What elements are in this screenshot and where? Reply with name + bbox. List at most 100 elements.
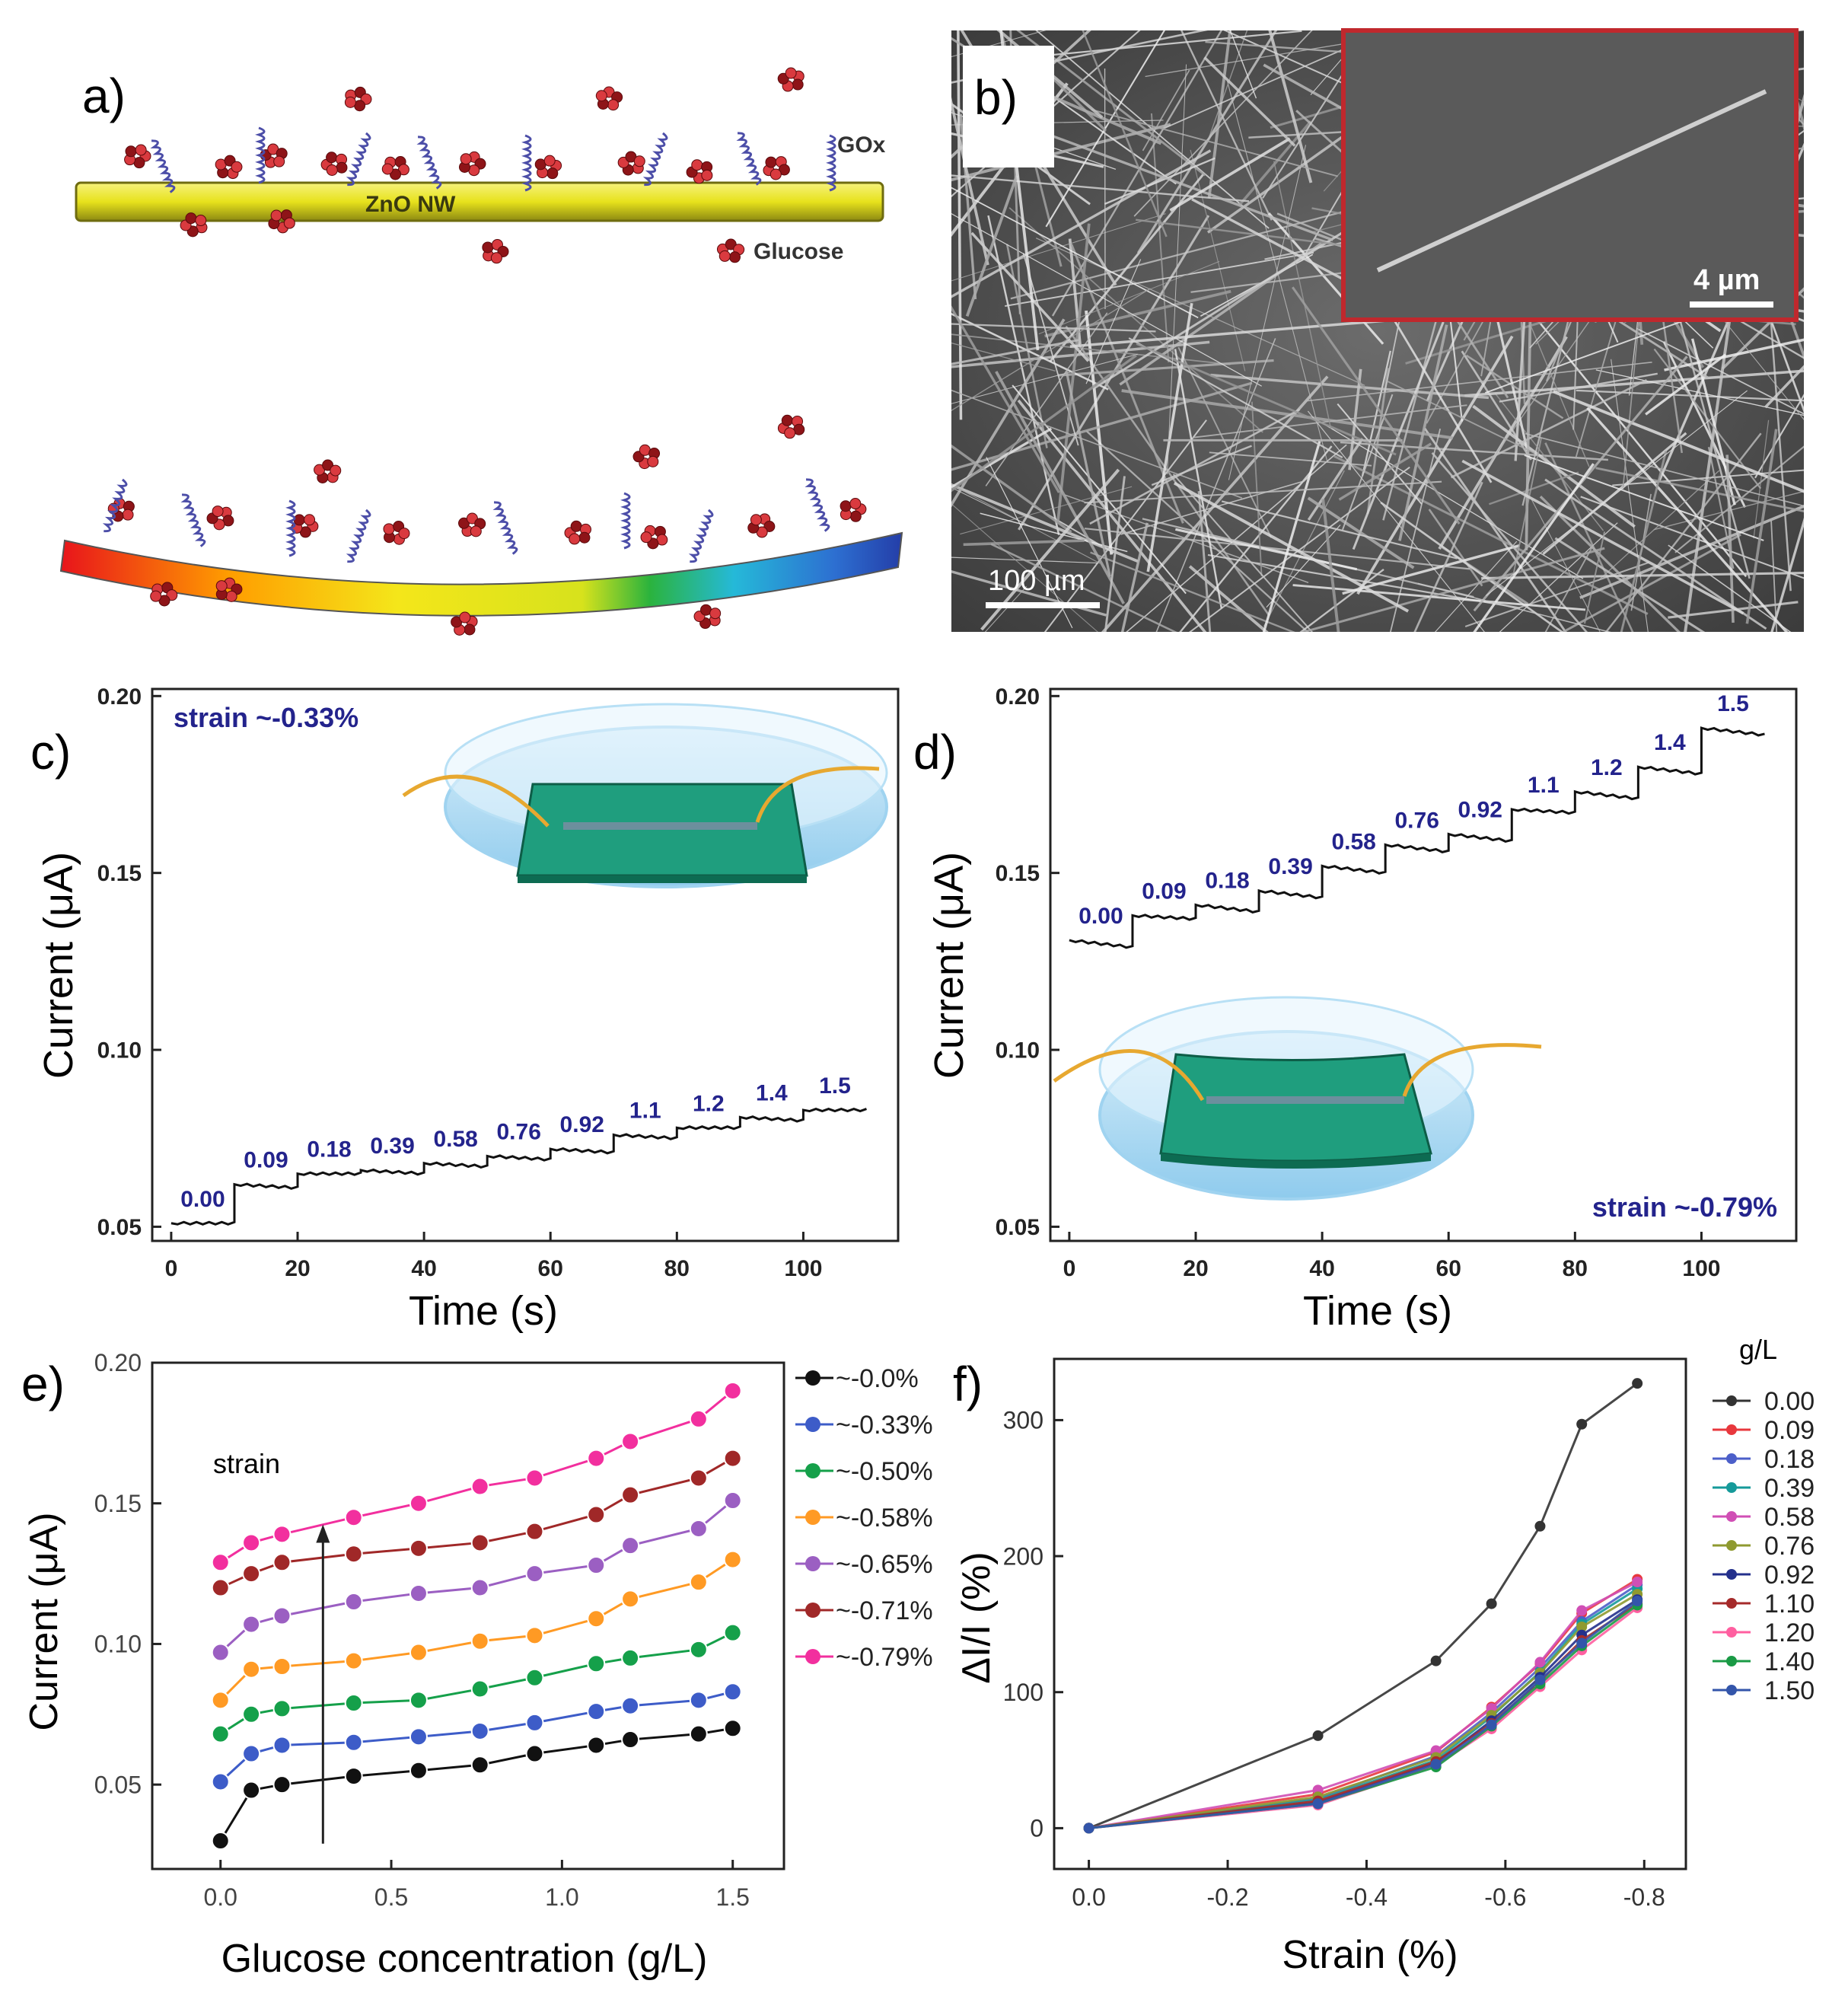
nanowire-fiber xyxy=(1438,336,1568,550)
legend-label: ~-0.33% xyxy=(836,1411,933,1440)
data-point xyxy=(1534,1657,1546,1668)
nanowire-fiber xyxy=(1090,551,1295,632)
panel-a-schematic: a) ZnO NW GOx Glucose xyxy=(59,67,903,636)
step-concentration-label: 1.1 xyxy=(1528,773,1560,798)
gox-enzyme-coil-icon xyxy=(416,136,442,190)
panel-f-legend: 0.000.090.180.390.580.760.921.101.201.40… xyxy=(1713,1387,1815,1705)
glucose-molecule-icon xyxy=(124,144,151,169)
y-tick-label: 0.10 xyxy=(996,1038,1040,1064)
step-concentration-label: 1.5 xyxy=(1717,691,1749,716)
nanowire-fiber xyxy=(1770,520,1778,632)
nanowire-fiber xyxy=(1333,454,1649,615)
nanowire-fiber xyxy=(1203,56,1296,147)
nanowire-fiber xyxy=(1306,361,1652,402)
nanowire-fiber xyxy=(1091,109,1338,177)
glucose-molecule-icon xyxy=(595,86,623,111)
data-point xyxy=(525,1744,544,1763)
gox-enzyme-coil-icon xyxy=(736,132,762,186)
step-concentration-label: 0.76 xyxy=(1394,808,1439,833)
nanowire-fiber xyxy=(1770,517,1804,632)
nanowire-fiber xyxy=(951,318,1066,508)
gox-enzyme-coil-icon xyxy=(255,126,266,184)
legend-marker xyxy=(1726,1540,1737,1551)
nanowire-fiber xyxy=(1434,541,1518,632)
nanowire-fiber xyxy=(957,30,963,420)
glucose-molecule-icon xyxy=(458,151,486,177)
nanowire-fiber xyxy=(1450,378,1648,479)
data-point xyxy=(1576,1418,1588,1430)
nanowire-fiber xyxy=(1426,321,1484,424)
series-line xyxy=(1088,1593,1638,1829)
nanowire-fiber xyxy=(1307,438,1364,521)
nanowire-fiber xyxy=(1321,499,1340,632)
legend-marker xyxy=(805,1417,820,1432)
nanowire-fiber xyxy=(1611,359,1649,632)
data-point xyxy=(242,1615,261,1634)
data-point xyxy=(525,1713,544,1732)
nanowire-fiber xyxy=(1069,317,1403,348)
step-concentration-label: 1.2 xyxy=(1591,755,1623,780)
flat-device-inset xyxy=(402,703,888,888)
x-tick-label: 80 xyxy=(664,1256,690,1281)
nanowire-fiber xyxy=(1126,444,1347,632)
panel-d-annotation: strain ~-0.79% xyxy=(1592,1191,1777,1223)
x-tick-label: 1.0 xyxy=(545,1883,578,1911)
legend-label: 0.39 xyxy=(1764,1474,1815,1503)
nanowire-fiber xyxy=(1484,313,1703,394)
glucose-molecule-icon xyxy=(640,525,668,550)
data-point xyxy=(525,1668,544,1687)
nanowire-fiber xyxy=(1448,306,1464,422)
nanowire-fiber xyxy=(970,231,1090,362)
nanowire-fiber xyxy=(1382,317,1439,521)
nanowire-fiber xyxy=(1133,30,1313,217)
glucose-molecule-icon xyxy=(381,156,409,180)
nanowire-fiber xyxy=(1356,335,1514,595)
nanowire-fiber xyxy=(951,354,1137,493)
x-tick-label: 0 xyxy=(1063,1256,1076,1281)
nanowire-fiber xyxy=(1544,544,1595,632)
x-tick-label: 100 xyxy=(1682,1256,1720,1281)
nanowire-fiber xyxy=(1612,469,1804,486)
data-point xyxy=(272,1657,292,1676)
nanowire-fiber xyxy=(1342,544,1520,595)
step-concentration-label: 1.5 xyxy=(819,1073,851,1099)
step-concentration-label: 0.09 xyxy=(1142,879,1186,904)
panel-e-xlabel: Glucose concentration (g/L) xyxy=(221,1937,708,1981)
data-point xyxy=(525,1626,544,1645)
nanowire-fiber xyxy=(1560,533,1741,632)
nanowire-fiber xyxy=(1043,419,1207,632)
data-point xyxy=(409,1761,428,1780)
nanowire-fiber xyxy=(1038,260,1220,335)
legend-marker xyxy=(1726,1482,1737,1493)
nanowire-fiber xyxy=(951,486,1031,528)
glucose-molecule-icon xyxy=(268,209,295,234)
nanowire-fiber xyxy=(1584,531,1606,624)
nanowire-fiber xyxy=(1150,113,1170,363)
legend-label: ~-0.65% xyxy=(836,1550,933,1579)
panel-d-letter: d) xyxy=(913,725,957,780)
panel-d-ylabel: Current (μA) xyxy=(926,852,972,1079)
step-concentration-label: 1.4 xyxy=(1654,730,1686,755)
series-line xyxy=(1088,1580,1638,1829)
data-point xyxy=(1576,1605,1588,1616)
nanowire-fiber xyxy=(1166,64,1187,475)
glucose-molecule-icon xyxy=(564,520,591,545)
glucose-molecule-icon xyxy=(777,414,805,439)
y-tick-label: 200 xyxy=(1003,1542,1043,1570)
data-point xyxy=(470,1533,489,1552)
nanowire-fiber xyxy=(951,389,1243,499)
series-line xyxy=(219,1499,734,1654)
nanowire-fiber xyxy=(1084,480,1442,504)
nanowire-fiber xyxy=(1291,286,1461,525)
nanowire-fiber xyxy=(1104,157,1216,206)
legend-marker xyxy=(805,1370,820,1386)
x-tick-label: 100 xyxy=(784,1256,822,1281)
legend-label: ~-0.58% xyxy=(836,1504,933,1532)
data-point xyxy=(211,1578,230,1597)
nanowire-fiber xyxy=(1085,259,1142,384)
glucose-molecule-icon xyxy=(180,212,208,238)
panel-f-plot-area: 0.0 -0.2 -0.4 -0.6 -0.8 0 100 200 300 xyxy=(1003,1378,1665,1911)
panel-f-ylabel: ΔI/I (%) xyxy=(954,1552,999,1683)
legend-marker xyxy=(1726,1395,1737,1406)
